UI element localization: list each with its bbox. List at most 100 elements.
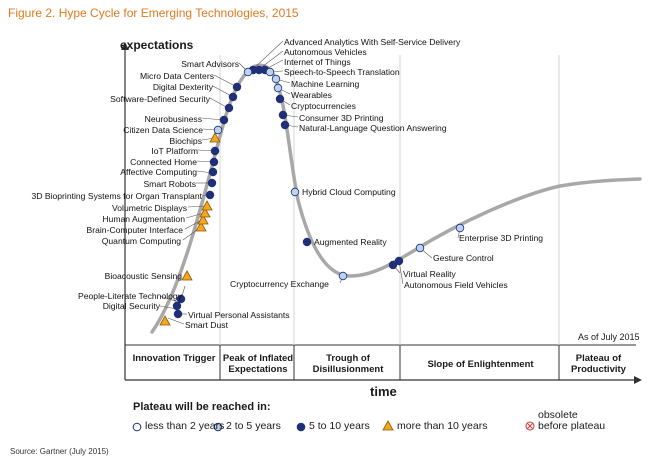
- phase-innovation-trigger: Innovation Trigger: [128, 353, 220, 364]
- marker-smart-dust: [159, 315, 171, 326]
- marker-volumetric-displays: [201, 200, 213, 211]
- marker-people-literate-technology: [176, 294, 186, 304]
- tech-label: 3D Bioprinting Systems for Organ Transpl…: [31, 191, 202, 201]
- marker-cryptocurrency-exchange: [338, 271, 348, 281]
- tech-label: People-Literate Technology: [78, 291, 182, 301]
- tech-label: Quantum Computing: [101, 236, 181, 246]
- tech-label: Volumetric Displays: [112, 203, 187, 213]
- tech-label: Virtual Reality: [403, 269, 456, 279]
- legend-item: 2 to 5 years: [226, 420, 281, 432]
- tech-label: Connected Home: [130, 157, 197, 167]
- phase-trough: Trough of Disillusionment: [296, 353, 400, 375]
- marker-connected-home: [209, 157, 219, 167]
- phase-label: Innovation Trigger: [132, 353, 216, 364]
- legend-light-blue-circle: [213, 422, 223, 432]
- marker-machine-learning: [271, 74, 281, 84]
- tech-label: Consumer 3D Printing: [299, 113, 384, 123]
- phase-plateau: Plateau of Productivity: [561, 353, 636, 375]
- tech-label: Natural-Language Question Answering: [299, 123, 447, 133]
- tech-label: Micro Data Centers: [139, 71, 214, 81]
- tech-label: Smart Robots: [143, 179, 196, 189]
- tech-label: Hybrid Cloud Computing: [302, 187, 396, 197]
- tech-label: Speech-to-Speech Translation: [284, 67, 400, 77]
- tech-label: Autonomous Field Vehicles: [404, 280, 508, 290]
- marker-digital-dexterity: [228, 92, 238, 102]
- marker-enterprise-3d-printing: [455, 223, 465, 233]
- phase-label: Slope of Enlightenment: [427, 359, 534, 370]
- marker-virtual-personal-assistants: [173, 309, 183, 319]
- marker-brain-computer-interface: [197, 214, 209, 225]
- marker-speech-to-speech: [265, 67, 275, 77]
- marker-3d-bioprinting: [205, 190, 215, 200]
- leader-lines: [159, 40, 461, 325]
- marker-smart-robots: [207, 178, 217, 188]
- source-note: Source: Gartner (July 2015): [10, 447, 109, 456]
- phase-peak: Peak of Inflated Expectations: [222, 353, 294, 375]
- marker-augmented-reality: [302, 237, 312, 247]
- marker-cryptocurrencies: [275, 94, 285, 104]
- marker-human-augmentation: [199, 207, 211, 218]
- marker-quantum-computing: [195, 221, 207, 232]
- tech-label: Human Augmentation: [102, 214, 185, 224]
- legend-white-circle: [132, 422, 142, 432]
- markers: [159, 65, 465, 326]
- tech-label: Biochips: [169, 136, 202, 146]
- tech-label: IoT Platform: [151, 146, 198, 156]
- tech-label: Digital Security: [102, 301, 160, 311]
- marker-virtual-reality: [388, 260, 398, 270]
- hype-curve: [150, 63, 642, 334]
- marker-wearables: [273, 83, 283, 93]
- marker-advanced-analytics: [243, 67, 253, 77]
- legend-item: 5 to 10 years: [309, 420, 370, 432]
- tech-label: Augmented Reality: [314, 237, 387, 247]
- x-axis-arrow: [634, 376, 642, 384]
- tech-label: Gesture Control: [433, 253, 494, 263]
- x-axis-label: time: [370, 384, 397, 399]
- phase-slope: Slope of Enlightenment: [402, 359, 559, 370]
- legend-title: Plateau will be reached in:: [133, 401, 271, 413]
- y-axis-arrow: [121, 42, 129, 50]
- marker-micro-data-centers: [232, 82, 242, 92]
- legend-item-obsolete-line2: before plateau: [538, 420, 606, 432]
- legend-dark-blue-circle: [296, 422, 306, 432]
- marker-software-defined-security: [224, 103, 234, 113]
- tech-label: Cryptocurrencies: [291, 101, 356, 111]
- marker-biochips: [209, 132, 221, 143]
- tech-label: Software-Defined Security: [110, 94, 210, 104]
- marker-digital-security: [172, 301, 182, 311]
- marker-nlqa: [280, 120, 290, 130]
- phase-label: Plateau of Productivity: [571, 353, 626, 375]
- tech-label: Machine Learning: [291, 79, 360, 89]
- tech-label: Cryptocurrency Exchange: [230, 279, 329, 289]
- tech-label: Brain-Computer Interface: [86, 225, 183, 235]
- tech-label: Virtual Personal Assistants: [188, 310, 290, 320]
- marker-iot-platform: [210, 146, 220, 156]
- tech-label: Bioacoustic Sensing: [104, 271, 182, 281]
- tech-label: Autonomous Vehicles: [284, 47, 367, 57]
- tech-label: Citizen Data Science: [123, 125, 203, 135]
- legend-item: more than 10 years: [397, 420, 488, 432]
- tech-label: Affective Computing: [120, 167, 197, 177]
- legend-orange-triangle: [382, 420, 394, 431]
- marker-bioacoustic-sensing: [181, 270, 193, 281]
- phase-label: Trough of Disillusionment: [312, 353, 384, 375]
- tech-label: Smart Advisors: [181, 59, 239, 69]
- legend-item-obsolete-line1: obsolete: [538, 409, 578, 421]
- legend-obsolete-icon: [525, 421, 535, 431]
- phase-label: Peak of Inflated Expectations: [222, 353, 294, 375]
- tech-label: Wearables: [291, 90, 332, 100]
- tech-label: Smart Dust: [185, 320, 228, 330]
- marker-consumer-3d-printing: [278, 110, 288, 120]
- tech-label: Enterprise 3D Printing: [459, 233, 544, 243]
- as-of-date: As of July 2015: [578, 332, 640, 342]
- y-axis-label: expectations: [120, 38, 194, 52]
- marker-hybrid-cloud: [290, 187, 300, 197]
- tech-label: Digital Dexterity: [152, 82, 213, 92]
- legend-item: less than 2 years: [145, 420, 225, 432]
- marker-neurobusiness: [219, 115, 229, 125]
- marker-autonomous-field-vehicles: [394, 256, 404, 266]
- marker-citizen-data-science: [213, 125, 223, 135]
- tech-label: Neurobusiness: [144, 114, 202, 124]
- marker-affective-computing: [208, 167, 218, 177]
